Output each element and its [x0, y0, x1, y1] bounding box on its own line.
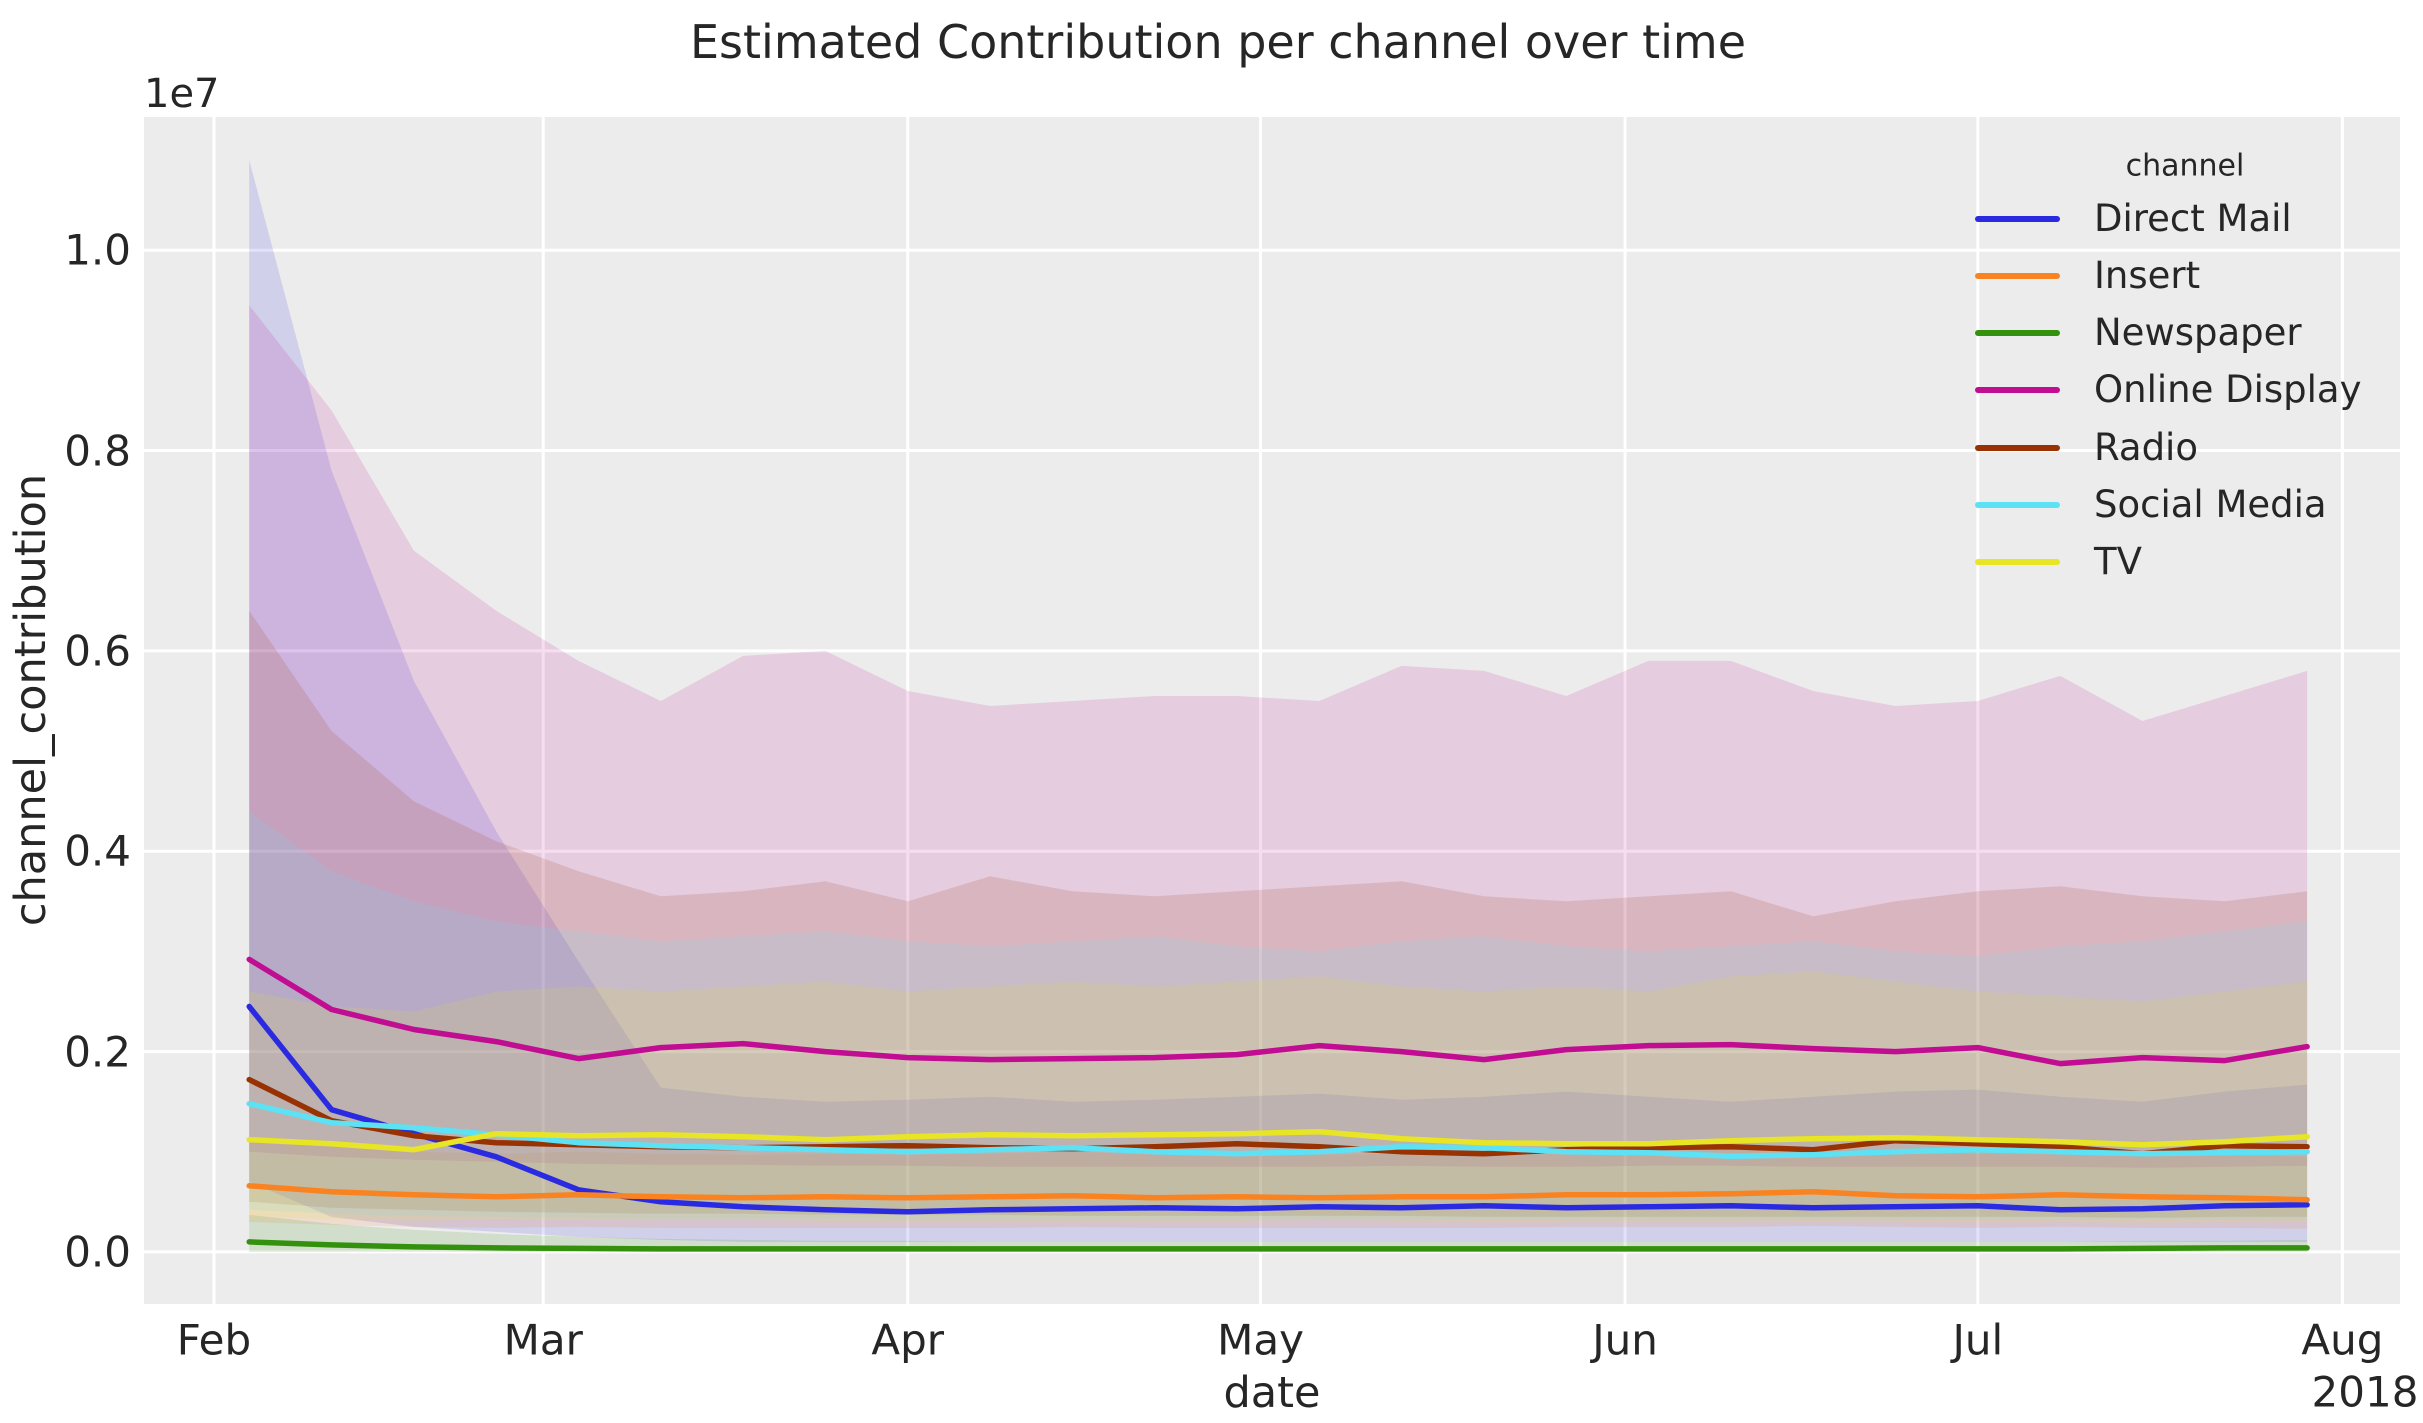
legend-title: channel [2125, 148, 2245, 184]
line-insert [246, 1183, 2310, 1203]
ci-band-newspaper [249, 1214, 2308, 1252]
legend-item-direct-mail: Direct Mail [1975, 196, 2292, 242]
line-social-media [246, 1100, 2310, 1160]
x-tick-label: Feb [176, 1315, 252, 1365]
legend-item-label: Social Media [2094, 483, 2327, 526]
x-tick-label: Mar [503, 1315, 583, 1365]
legend-item-insert: Insert [1975, 253, 2200, 299]
plot-background [144, 117, 2400, 1304]
legend-line-swatch [1975, 502, 2060, 508]
legend-line-swatch [1975, 330, 2060, 337]
legend-item-radio: Radio [1975, 425, 2198, 471]
legend-line-swatch [1975, 559, 2060, 566]
x-axis-year-label: 2018 [2311, 1367, 2419, 1417]
legend-item-label: Online Display [2094, 368, 2362, 412]
legend-line-swatch [1975, 387, 2060, 394]
y-tick-label: 0.2 [64, 1027, 131, 1077]
legend-item-online-display: Online Display [1975, 367, 2362, 413]
legend-item-tv: TV [1975, 539, 2142, 585]
y-tick-label: 1.0 [64, 225, 131, 275]
y-tick-label: 0.0 [64, 1227, 131, 1277]
x-axis-label: date [1223, 1368, 1321, 1418]
legend-item-label: Direct Mail [2094, 196, 2292, 240]
legend-item-label: Newspaper [2094, 311, 2302, 355]
legend-item-label: TV [2094, 540, 2142, 584]
legend-item-newspaper: Newspaper [1975, 310, 2302, 356]
y-tick-label: 0.6 [64, 626, 131, 676]
line-direct-mail [246, 1003, 2310, 1215]
ci-band-tv [249, 971, 2308, 1223]
x-tick-label: Apr [871, 1315, 945, 1365]
legend-line-swatch [1975, 444, 2060, 451]
x-tick-label: Jun [1592, 1315, 1658, 1365]
y-tick-label: 0.8 [64, 426, 131, 476]
chart-title: Estimated Contribution per channel over … [689, 15, 1747, 69]
x-tick-label: Jul [1952, 1315, 2004, 1365]
legend-line-swatch [1975, 272, 2060, 279]
legend-item-label: Insert [2094, 253, 2201, 297]
legend-item-social-media: Social Media [1975, 482, 2327, 528]
y-tick-label: 0.4 [64, 826, 131, 876]
line-online-display [246, 956, 2310, 1067]
legend-item-label: Radio [2094, 425, 2198, 469]
ci-band-online-display [249, 305, 2308, 1168]
ci-band-radio [249, 610, 2308, 1218]
line-tv [246, 1128, 2310, 1153]
legend-line-swatch [1975, 215, 2060, 222]
ci-band-social-media [249, 811, 2308, 1220]
y-axis-offset-label: 1e7 [144, 71, 220, 117]
x-tick-label: May [1217, 1315, 1304, 1365]
x-tick-label: Aug [2301, 1315, 2384, 1365]
line-newspaper [246, 1239, 2310, 1252]
